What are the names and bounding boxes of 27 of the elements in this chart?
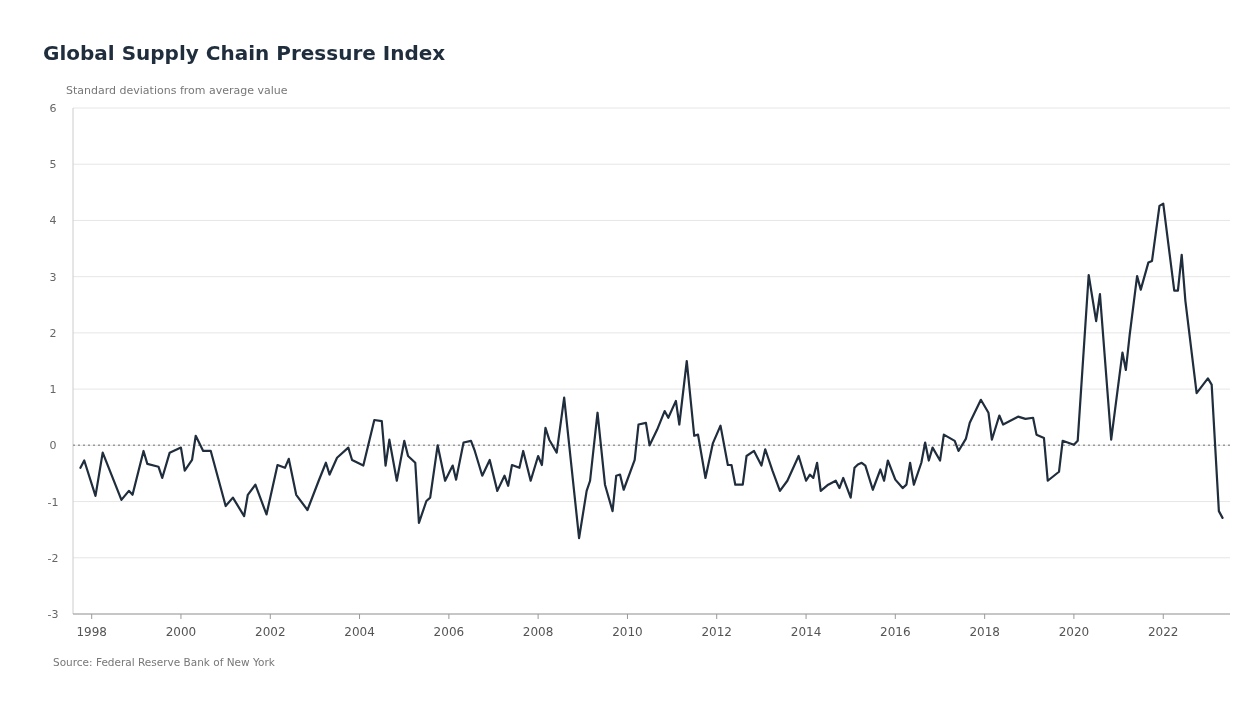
source-note: Source: Federal Reserve Bank of New York — [53, 656, 276, 668]
y-tick-label: 6 — [49, 102, 57, 115]
x-tick-label: 2000 — [165, 625, 197, 639]
x-tick-label: 2014 — [790, 625, 822, 639]
y-tick-label: 1 — [49, 383, 57, 397]
y-tick-label: -1 — [47, 495, 59, 509]
y-tick-label: -3 — [47, 608, 59, 621]
x-tick-label: 2010 — [612, 625, 643, 639]
x-tick-label: 2020 — [1058, 625, 1090, 639]
y-tick-label: 0 — [49, 439, 57, 453]
y-tick-label: -2 — [47, 551, 59, 565]
x-tick-label: 2012 — [701, 625, 732, 639]
y-tick-label: 4 — [49, 214, 57, 228]
x-tick-label: 2004 — [344, 625, 375, 639]
x-tick-label: 2008 — [522, 625, 554, 639]
x-tick-label: 2022 — [1147, 625, 1179, 639]
x-tick-label: 2002 — [255, 625, 286, 639]
line-series — [79, 202, 1224, 540]
x-tick-label: 2018 — [969, 625, 1000, 639]
y-tick-label: 5 — [49, 158, 57, 172]
x-tick-label: 2016 — [880, 625, 911, 639]
chart-title: Global Supply Chain Pressure Index — [43, 41, 446, 65]
x-tick-label: 1998 — [76, 625, 107, 639]
y-axis-title: Standard deviations from average value — [66, 84, 288, 97]
y-tick-label: 2 — [49, 326, 57, 340]
y-tick-label: 3 — [49, 270, 57, 284]
x-tick-label: 2006 — [433, 625, 465, 639]
